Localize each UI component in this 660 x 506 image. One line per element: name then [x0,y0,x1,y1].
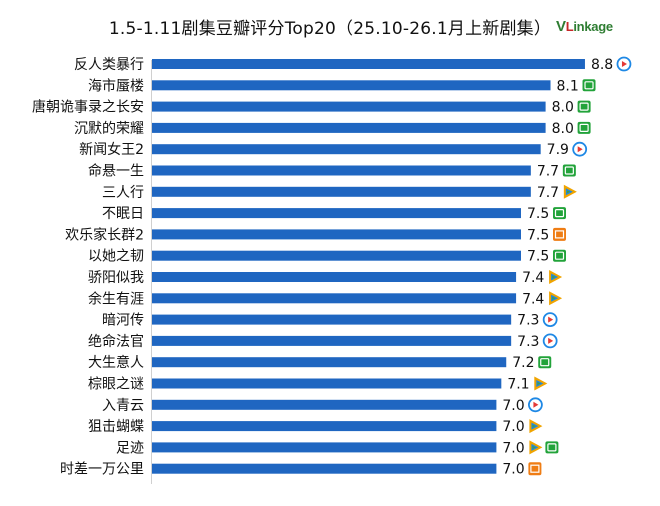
category-label: 大生意人 [88,354,144,371]
category-label: 三人行 [102,185,144,201]
tencent-icon [529,419,543,434]
tencent-icon [549,270,563,284]
bar [152,442,497,453]
value-label: 7.0 [502,440,524,456]
value-label: 8.0 [552,121,574,137]
value-label: 7.1 [507,377,529,393]
iqiyi-icon [538,356,552,369]
bar [152,314,512,325]
value-label: 7.5 [527,227,549,243]
tencent-icon [563,184,577,199]
category-label: 绝命法官 [88,333,144,350]
iqiyi-icon [545,441,559,454]
category-label: 狙击蝴蝶 [88,419,144,435]
category-label: 沉默的荣耀 [74,121,144,137]
value-label: 7.2 [512,355,534,371]
value-label: 7.5 [527,249,549,265]
value-label: 7.7 [537,164,559,180]
category-label: 足迹 [116,440,144,456]
category-label: 暗河传 [102,313,144,329]
bar [152,421,497,432]
bar [152,378,502,389]
category-label: 以她之韧 [88,249,144,265]
value-label: 7.4 [522,291,544,307]
value-label: 7.4 [522,270,544,286]
bar [152,272,517,282]
mango-icon [553,227,566,241]
bar [152,59,585,69]
chart-title: 1.5-1.11剧集豆瓣评分Top20（25.10-26.1月上新剧集） [108,19,552,39]
value-label: 7.0 [502,398,524,414]
bar [152,229,521,240]
category-label: 欢乐家长群2 [65,226,144,243]
bar [152,208,521,219]
youku-icon [542,312,558,328]
value-label: 8.1 [557,78,579,94]
category-label: 反人类暴行 [74,57,144,73]
category-label: 不眠日 [102,206,144,222]
bar [152,165,531,176]
tencent-icon [529,440,543,455]
bar [152,335,512,346]
iqiyi-icon [577,100,591,113]
category-label: 时差一万公里 [60,462,144,478]
iqiyi-icon [553,249,566,262]
youku-icon [572,141,588,157]
iqiyi-icon [562,164,576,177]
value-label: 7.9 [547,142,569,158]
bar [152,293,517,304]
bar [152,186,531,197]
value-label: 8.0 [552,100,574,116]
bar [152,357,507,368]
value-label: 8.8 [591,57,613,73]
value-label: 7.3 [517,334,539,350]
category-label: 入青云 [102,398,144,414]
bar [152,80,551,91]
mango-icon [528,462,542,476]
bar [152,101,546,112]
bar [152,144,541,155]
category-label: 海市蜃楼 [88,77,144,94]
iqiyi-icon [577,121,591,134]
category-label: 余生有涯 [88,290,144,307]
bar [152,122,546,133]
value-label: 7.3 [517,313,539,329]
value-label: 7.0 [502,419,524,435]
iqiyi-icon [582,79,596,92]
category-label: 棕眼之谜 [88,377,144,393]
category-label: 骄阳似我 [88,270,144,286]
value-label: 7.0 [502,462,524,478]
youku-icon [616,56,632,72]
tencent-icon [549,291,563,306]
category-label: 新闻女王2 [79,141,144,158]
bar [152,463,497,474]
bar [152,250,521,261]
vlinkage-logo: VLinkage [556,18,613,35]
iqiyi-icon [553,207,566,220]
youku-icon [542,333,558,349]
value-label: 7.5 [527,206,549,222]
tencent-icon [534,376,548,391]
value-label: 7.7 [537,185,559,201]
youku-icon [528,397,543,413]
category-label: 唐朝诡事录之长安 [32,99,144,116]
category-label: 命悬一生 [88,163,144,180]
bar [152,399,497,410]
